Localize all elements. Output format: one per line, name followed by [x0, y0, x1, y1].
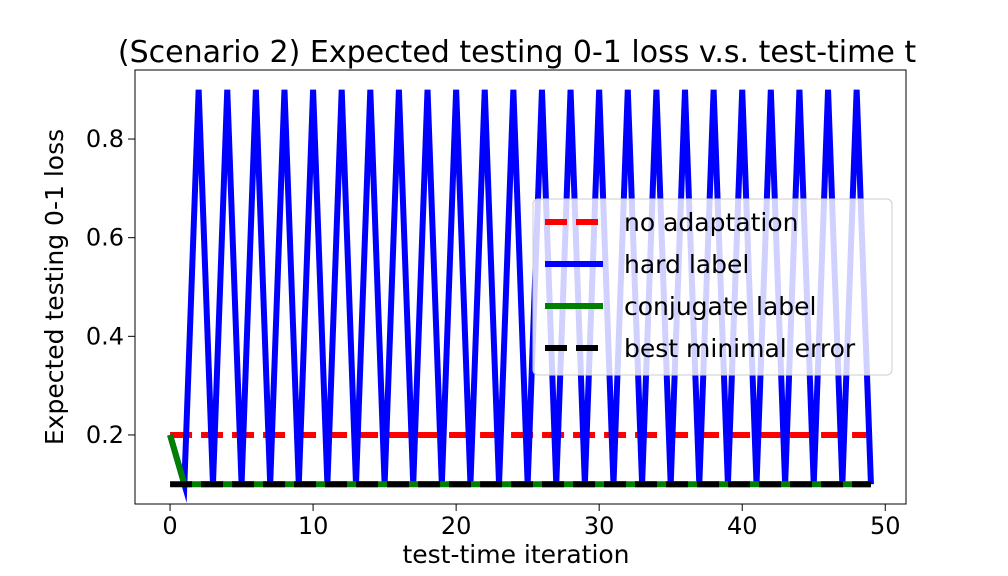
axes-frame [134, 69, 907, 505]
x-tick-label: 0 [162, 512, 177, 540]
x-ticks: 0 10 20 30 40 50 [162, 504, 901, 540]
x-tick-label: 50 [870, 512, 901, 540]
y-ticks: 0.2 0.4 0.6 0.8 [86, 125, 135, 449]
y-axis-label: Expected testing 0-1 loss [40, 129, 69, 445]
x-tick-label: 30 [584, 512, 615, 540]
legend-box [532, 198, 893, 376]
legend-label-conjugate-label: conjugate label [624, 292, 816, 321]
y-tick-label: 0.8 [86, 125, 124, 153]
y-tick-label: 0.6 [86, 224, 124, 252]
legend-label-best-minimal-error: best minimal error [624, 334, 856, 363]
x-tick-label: 10 [298, 512, 329, 540]
chart-title: (Scenario 2) Expected testing 0-1 loss v… [118, 35, 916, 70]
legend: no adaptation hard label conjugate label be… [532, 198, 893, 376]
plot-area: 0 10 20 30 40 50 0.2 0.4 0.6 0.8 [86, 69, 907, 540]
x-tick-label: 20 [441, 512, 472, 540]
y-tick-label: 0.4 [86, 322, 124, 350]
y-tick-label: 0.2 [86, 421, 124, 449]
legend-label-hard-label: hard label [624, 250, 749, 279]
legend-label-no-adaptation: no adaptation [624, 208, 798, 237]
series-layer [167, 89, 874, 504]
series-line-hard-label [167, 89, 874, 504]
x-axis-label: test-time iteration [402, 540, 629, 569]
x-tick-label: 40 [727, 512, 758, 540]
